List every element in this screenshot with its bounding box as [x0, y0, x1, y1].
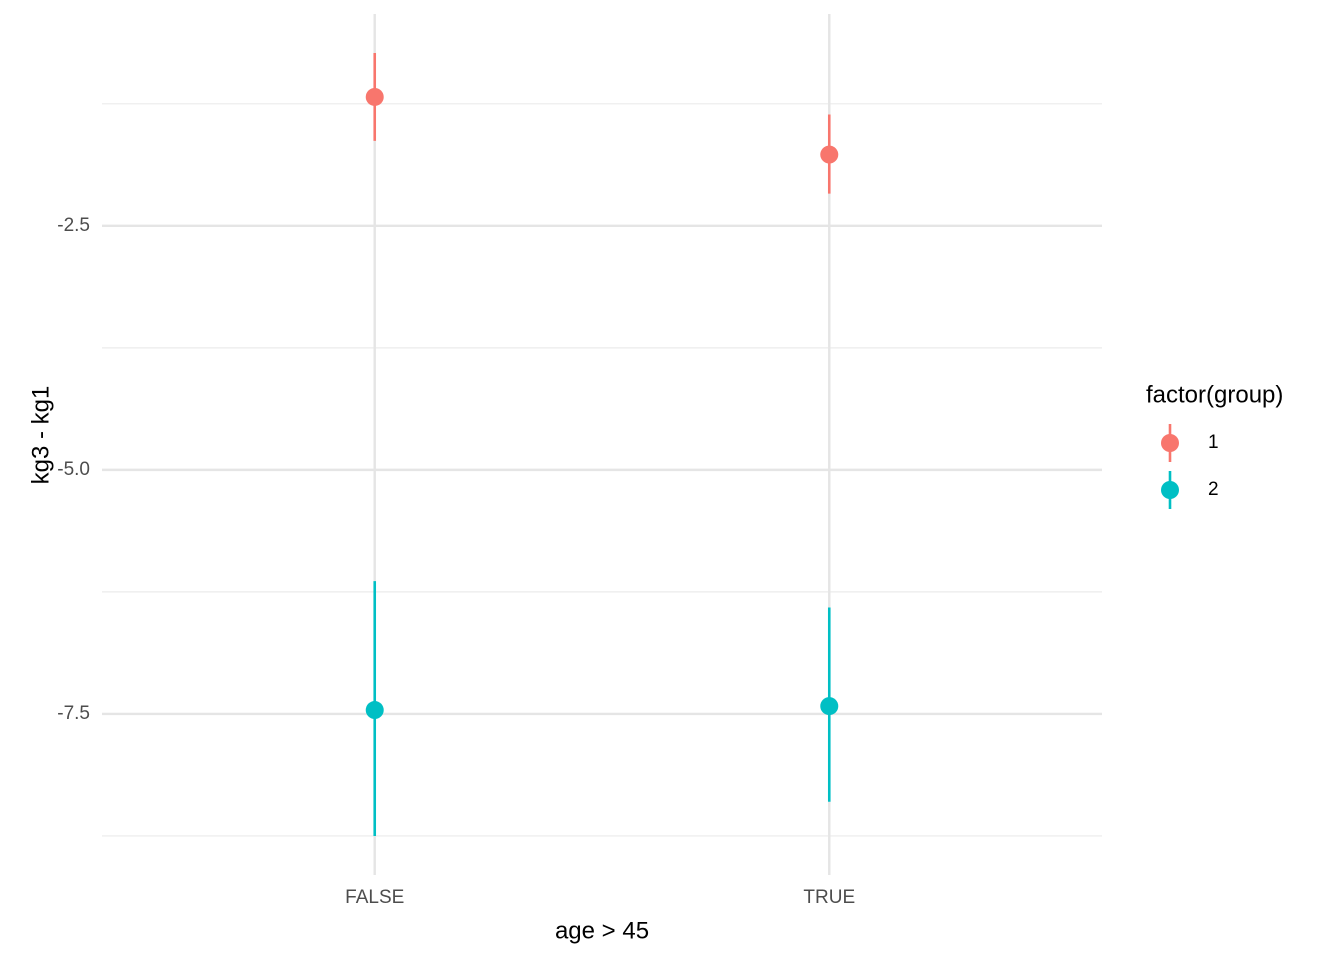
point [820, 145, 839, 164]
point [365, 87, 384, 106]
legend-key-point [1161, 481, 1179, 499]
y-tick-label: -2.5 [57, 215, 90, 236]
y-axis-title: kg3 - kg1 [27, 386, 54, 485]
legend-label: 2 [1208, 479, 1219, 500]
x-axis-title: age > 45 [555, 917, 649, 944]
legend-label: 1 [1208, 432, 1219, 453]
y-tick-label: -7.5 [57, 703, 90, 724]
point [365, 701, 384, 720]
y-tick-label: -5.0 [57, 459, 90, 480]
x-tick-label: FALSE [345, 887, 404, 908]
legend-key-point [1161, 434, 1179, 452]
point [820, 697, 839, 716]
x-tick-label: TRUE [803, 887, 855, 908]
legend-title: factor(group) [1146, 381, 1283, 408]
